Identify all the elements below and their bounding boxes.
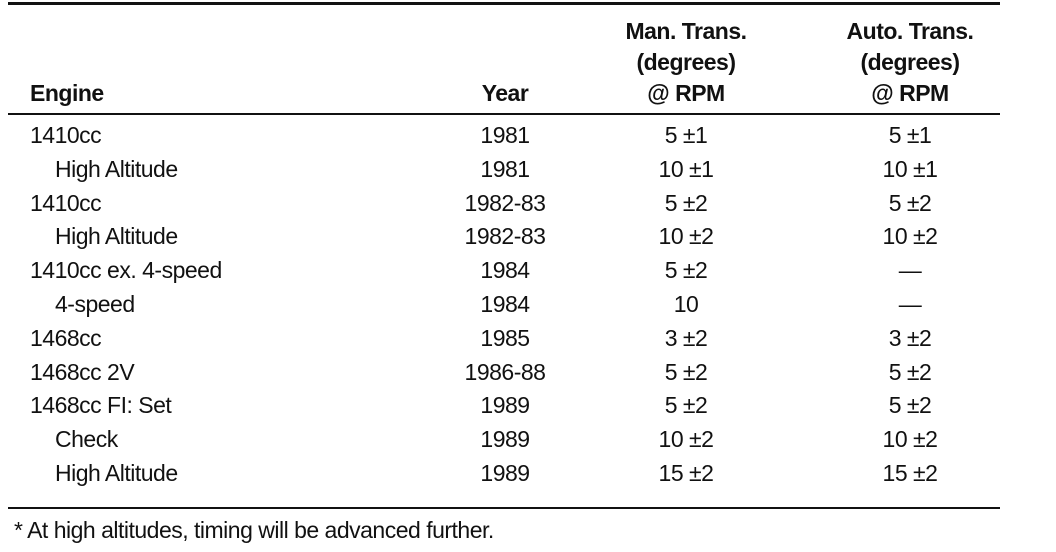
row-label: High Altitude — [55, 155, 178, 182]
column-header: (degrees) — [860, 49, 960, 75]
table-cell: 5 ±2 — [664, 392, 708, 419]
table-cell: 5 ±1 — [888, 122, 932, 148]
table-cell: 10 ±2 — [658, 223, 714, 250]
column-header: @ RPM — [871, 80, 949, 106]
table-cell: 10 ±2 — [882, 426, 938, 453]
row-label: 1410cc — [30, 189, 102, 216]
table-cell: 1982-83 — [464, 223, 546, 250]
column-header: (degrees) — [636, 49, 736, 75]
table-cell: 5 ±1 — [664, 122, 708, 148]
row-label: High Altitude — [55, 460, 178, 486]
column-header: Auto. Trans. — [846, 18, 974, 44]
footnote: * At high altitudes, timing will be adva… — [14, 517, 494, 543]
top-rule — [8, 2, 1000, 5]
row-label: 1410cc ex. 4-speed — [30, 257, 222, 284]
table-cell: 5 ±2 — [664, 189, 708, 216]
table-cell: 3 ±2 — [664, 324, 708, 351]
table-cell: 1982-83 — [464, 189, 546, 216]
header-rule — [8, 113, 1000, 115]
column-header: Engine — [30, 80, 104, 106]
row-label: High Altitude — [55, 223, 178, 250]
table-cell: 1981 — [480, 155, 530, 182]
table-cell: 5 ±2 — [664, 257, 708, 284]
table-cell: 3 ±2 — [888, 324, 932, 351]
table-cell: 10 ±1 — [882, 155, 938, 182]
table-cell: 1989 — [480, 426, 530, 453]
table-cell: 15 ±2 — [658, 460, 714, 486]
table-cell: 10 — [673, 291, 699, 317]
table-cell: 5 ±2 — [888, 392, 932, 419]
table-cell: 10 ±2 — [658, 426, 714, 453]
table-cell: 1985 — [480, 324, 530, 351]
table-cell: 15 ±2 — [882, 460, 938, 486]
table-cell: — — [898, 291, 922, 317]
table-cell: 1984 — [480, 257, 530, 284]
table-cell: 5 ±2 — [888, 189, 932, 216]
table-cell: 1984 — [480, 291, 530, 317]
column-header: @ RPM — [647, 80, 725, 106]
row-label: 1468cc 2V — [30, 358, 135, 385]
row-label: 1410cc — [30, 122, 102, 148]
table-cell: 1989 — [480, 392, 530, 419]
column-header: Man. Trans. — [625, 18, 747, 44]
table-cell: — — [898, 257, 922, 284]
table-cell: 10 ±2 — [882, 223, 938, 250]
row-label: 1468cc FI: Set — [30, 392, 172, 419]
row-label: 4-speed — [55, 291, 135, 317]
row-label: 1468cc — [30, 324, 102, 351]
table-cell: 5 ±2 — [888, 358, 932, 385]
table-cell: 1986-88 — [464, 358, 546, 385]
table-cell: 10 ±1 — [658, 155, 714, 182]
column-header: Year — [481, 80, 529, 106]
table-cell: 5 ±2 — [664, 358, 708, 385]
table-cell: 1981 — [480, 122, 530, 148]
row-label: Check — [55, 426, 118, 453]
bottom-rule — [8, 507, 1000, 509]
table-cell: 1989 — [480, 460, 530, 486]
